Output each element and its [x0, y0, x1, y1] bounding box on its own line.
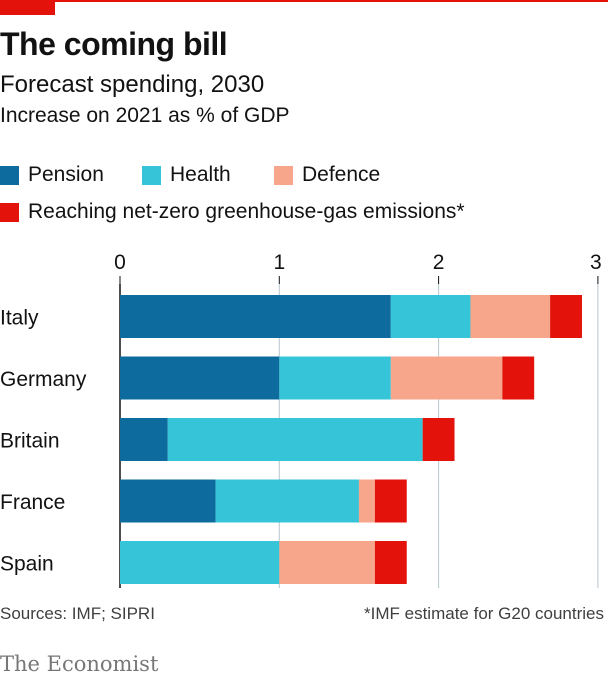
- bar-segment: [120, 479, 216, 523]
- legend-label-health: Health: [170, 163, 231, 186]
- bar-segment: [390, 295, 471, 338]
- x-tick-label: 1: [273, 251, 285, 274]
- brand-tag: [0, 0, 55, 15]
- chart-title: The coming bill: [0, 26, 228, 62]
- top-rule: [0, 0, 608, 2]
- category-label: Germany: [0, 368, 87, 391]
- bar-segment: [422, 418, 455, 461]
- bar-segment: [502, 356, 535, 400]
- legend-item-health: Health: [142, 163, 231, 187]
- bar-segment: [550, 295, 582, 338]
- legend-swatch-pension: [0, 165, 19, 185]
- brand-logo-text: The Economist: [0, 652, 159, 676]
- bar-segment: [120, 356, 280, 400]
- x-tick-label: 3: [590, 251, 602, 274]
- chart-subtitle: Forecast spending, 2030: [0, 71, 265, 98]
- bar-segment: [358, 479, 375, 523]
- category-label: France: [0, 491, 65, 514]
- legend-item-defence: Defence: [274, 163, 380, 187]
- chart-description: Increase on 2021 as % of GDP: [0, 104, 290, 127]
- x-tick-label: 2: [433, 251, 445, 274]
- bar-segment: [120, 295, 391, 338]
- legend-label-pension: Pension: [28, 163, 104, 186]
- bar-segment: [374, 541, 407, 584]
- legend-swatch-defence: [274, 165, 293, 185]
- legend-label-net-zero: Reaching net-zero greenhouse-gas emissio…: [28, 200, 465, 223]
- source-note: Sources: IMF; SIPRI: [0, 604, 155, 623]
- category-label: Spain: [0, 553, 54, 576]
- x-tick-labels: 0 1 2 3: [114, 251, 602, 274]
- bar-segment: [390, 356, 503, 400]
- stacked-bar-chart: 0 1 2 3 Italy Germany Britain France Spain: [0, 251, 602, 588]
- bar-segment: [215, 479, 359, 523]
- legend-item-pension: Pension: [0, 163, 104, 187]
- bars: [120, 295, 582, 584]
- x-tick-label: 0: [114, 251, 126, 274]
- bar-segment: [470, 295, 551, 338]
- bar-segment: [120, 418, 168, 461]
- legend-label-defence: Defence: [302, 163, 381, 186]
- legend-swatch-net-zero: [0, 202, 19, 222]
- legend-item-net-zero: Reaching net-zero greenhouse-gas emissio…: [0, 200, 465, 224]
- bar-segment: [279, 541, 375, 584]
- legend-swatch-health: [142, 165, 161, 185]
- bar-segment: [279, 356, 391, 400]
- footnote: *IMF estimate for G20 countries: [364, 604, 604, 623]
- bar-segment: [120, 541, 280, 584]
- bar-segment: [374, 479, 407, 523]
- bar-segment: [167, 418, 423, 461]
- category-labels: Italy Germany Britain France Spain: [0, 307, 87, 576]
- category-label: Italy: [0, 307, 39, 330]
- category-label: Britain: [0, 430, 60, 453]
